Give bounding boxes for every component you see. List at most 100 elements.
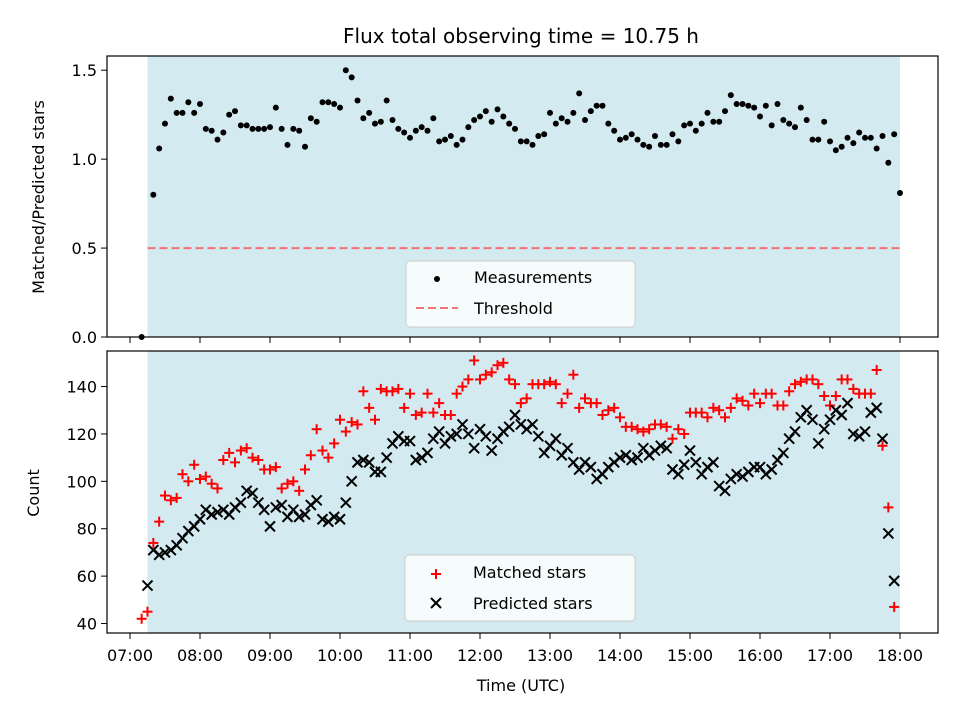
y-tick-label: 100	[66, 472, 97, 491]
predicted-star-point	[672, 468, 685, 480]
measurement-point	[710, 118, 717, 125]
matched-star-point	[276, 483, 287, 494]
measurement-point	[267, 124, 273, 131]
measurement-point	[488, 118, 495, 125]
measurement-point	[243, 122, 250, 129]
measurement-point	[576, 90, 583, 97]
measurement-point	[208, 127, 215, 134]
measurement-point	[733, 101, 740, 108]
measurement-point	[704, 109, 711, 116]
plot-frame	[106, 350, 939, 634]
top-y-axis-title: Matched/Predicted stars	[29, 100, 48, 294]
matched-star-point	[889, 601, 900, 612]
measurement-point	[669, 131, 676, 138]
measurement-point	[477, 113, 483, 120]
matched-star-point	[708, 402, 719, 413]
measurement-point	[652, 133, 658, 140]
matched-star-point	[813, 379, 824, 390]
x-tick-label: 10:00	[317, 646, 363, 665]
measurement-point	[751, 104, 758, 111]
predicted-star-point	[270, 501, 282, 514]
plot-frame	[106, 55, 939, 338]
predicted-star-point	[328, 511, 340, 523]
predicted-star-point	[450, 428, 463, 440]
matched-star-point	[790, 379, 800, 390]
matched-star-point	[393, 383, 404, 394]
predicted-star-point	[550, 432, 562, 445]
matched-star-point	[480, 369, 491, 380]
measurement-point	[780, 117, 787, 124]
predicted-star-point	[205, 508, 218, 521]
measurement-point	[786, 120, 793, 127]
matched-star-point	[486, 367, 497, 378]
matched-star-point	[457, 381, 468, 392]
matched-star-point	[445, 409, 456, 420]
measurement-point	[319, 99, 326, 106]
predicted-star-point	[345, 475, 358, 488]
x-axis-title: Time (UTC)	[476, 676, 565, 695]
measurement-point	[138, 334, 145, 340]
predicted-star-point	[363, 456, 375, 469]
measurement-point	[897, 189, 903, 196]
predicted-star-point	[859, 425, 871, 438]
measurement-point	[582, 117, 588, 124]
measurement-point	[162, 120, 168, 127]
x-tick-label: 12:00	[457, 646, 503, 665]
matched-star-point	[597, 409, 608, 420]
predicted-star-point	[351, 456, 364, 469]
predicted-star-point	[888, 575, 900, 587]
matched-star-point	[410, 409, 421, 420]
matched-star-point	[346, 417, 357, 428]
matched-star-point	[667, 433, 678, 444]
measurement-point	[442, 136, 448, 143]
x-tick-label: 13:00	[527, 646, 573, 665]
matched-star-point	[329, 438, 340, 449]
matched-star-point	[300, 464, 310, 475]
measurement-point	[517, 138, 524, 145]
matched-star-point	[475, 374, 485, 385]
matched-star-point	[154, 516, 165, 527]
predicted-star-point	[800, 404, 813, 416]
matched-star-point	[364, 402, 375, 413]
measurement-point	[862, 134, 868, 141]
measurement-point	[873, 145, 880, 152]
measurement-point	[348, 74, 355, 81]
matched-star-point	[679, 428, 690, 439]
y-tick-label: 60	[77, 567, 97, 586]
measurement-point	[185, 99, 192, 106]
predicted-star-point	[690, 456, 702, 469]
y-tick-label: 40	[77, 615, 97, 634]
measurement-point	[366, 109, 373, 116]
top-legend: Measurements Threshold	[405, 260, 636, 328]
matched-star-point	[574, 402, 585, 413]
measurement-point	[342, 67, 349, 74]
measurement-point	[564, 118, 571, 125]
x-tick-label: 17:00	[807, 646, 853, 665]
matched-star-point	[766, 388, 777, 399]
legend-label-measurements: Measurements	[474, 268, 592, 287]
measurement-point	[372, 120, 378, 127]
predicted-star-point	[655, 440, 667, 452]
predicted-star-point	[835, 409, 848, 421]
predicted-star-point	[433, 425, 445, 438]
y-tick-label: 140	[66, 378, 97, 397]
measurement-point	[255, 125, 262, 132]
measurement-point	[768, 122, 775, 129]
matched-star-point	[230, 457, 240, 468]
predicted-star-point	[480, 430, 492, 443]
matched-star-point	[720, 412, 730, 423]
matched-star-point	[655, 419, 666, 430]
measurement-point	[337, 104, 343, 111]
matched-star-point	[282, 478, 293, 489]
matched-star-point	[340, 426, 351, 437]
measurement-point	[249, 125, 256, 132]
measurement-point	[465, 124, 472, 131]
matched-star-point	[626, 421, 637, 432]
measurement-point	[523, 138, 530, 145]
measurement-point	[797, 104, 804, 111]
measurement-point	[529, 141, 536, 148]
measurement-point	[640, 141, 647, 148]
matched-star-point	[434, 398, 445, 409]
measurement-point	[722, 108, 728, 115]
matched-star-point	[661, 421, 672, 432]
